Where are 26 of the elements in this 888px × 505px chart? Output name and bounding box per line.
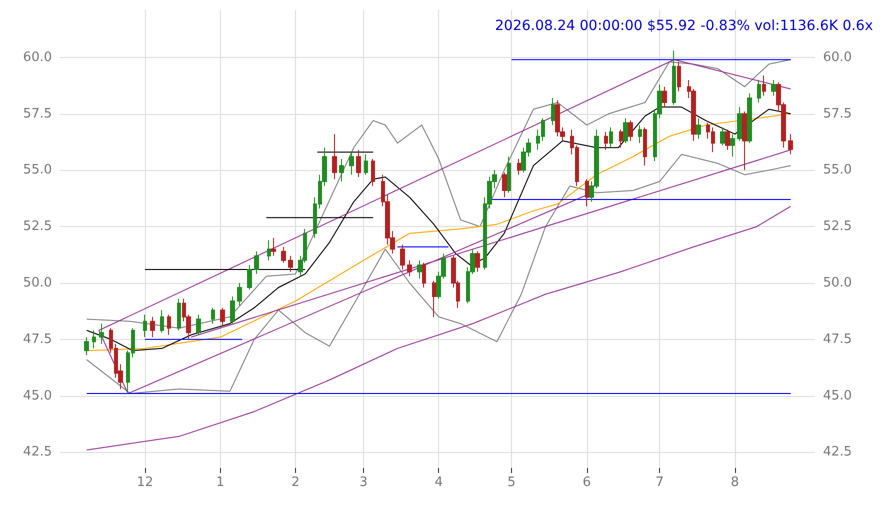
x-tick-label: 5	[507, 475, 516, 490]
y2-tick-label: 60.0	[823, 50, 852, 65]
x-tick-label: 8	[730, 475, 740, 490]
y2-tick-label: 52.5	[823, 219, 852, 234]
x-tick-label: 1	[216, 475, 224, 490]
y-tick-label: 47.5	[23, 332, 52, 347]
y2-tick-label: 47.5	[823, 332, 852, 347]
y2-tick-label: 55.0	[823, 162, 852, 178]
x-tick-label: 6	[582, 475, 591, 490]
y-tick-label: 57.5	[23, 106, 52, 122]
y2-tick-label: 57.5	[823, 106, 852, 122]
y-tick-label: 55.0	[23, 162, 52, 178]
text: 2026.08.24 00:00:00 $55.92 -0.83% vol:1136.6K 0.6x	[495, 18, 874, 34]
y-tick-label: 45.0	[23, 388, 52, 404]
y-tick-label: 52.5	[23, 219, 52, 234]
y2-tick-label: 45.0	[823, 388, 852, 404]
y-tick-label: 50.0	[23, 275, 52, 290]
x-tick-label: 3	[359, 475, 368, 490]
x-tick-label: 4	[434, 475, 443, 490]
x-tick-label: 12	[136, 475, 154, 490]
y2-tick-label: 42.5	[823, 444, 852, 460]
y2-tick-label: 50.0	[823, 275, 852, 290]
y-tick-label: 60.0	[23, 50, 52, 65]
y-tick-label: 42.5	[23, 444, 52, 460]
x-tick-label: 7	[655, 475, 664, 490]
x-tick-label: 2	[291, 475, 300, 490]
